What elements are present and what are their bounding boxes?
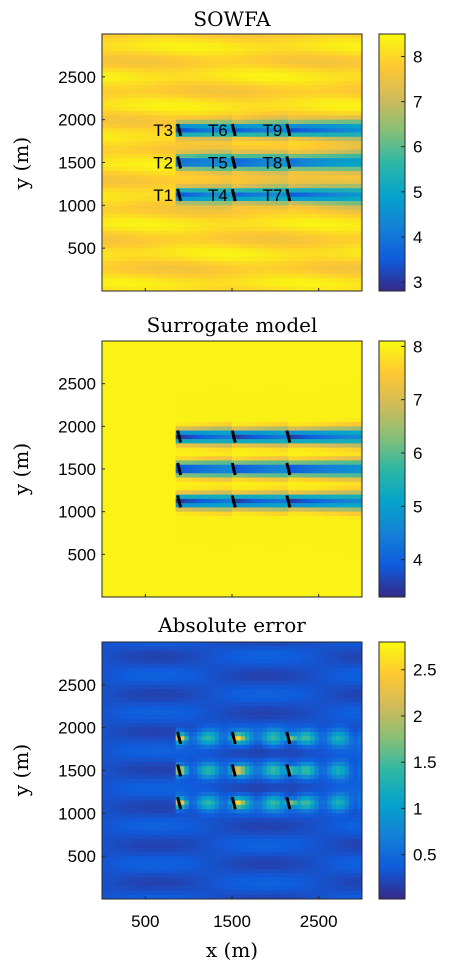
y-axis-label: y (m) (9, 137, 33, 190)
turbine-t3 (176, 430, 183, 443)
y-axis-label: y (m) (9, 443, 33, 496)
turbine-t7 (285, 188, 292, 202)
y-tick-label: 500 (68, 847, 96, 866)
y-axis-label: y (m) (9, 744, 33, 797)
y-tick-label: 1500 (58, 762, 96, 781)
turbine-t3 (176, 123, 183, 137)
y-tick-label: 2500 (58, 375, 96, 394)
y-tick-label: 2500 (58, 68, 96, 87)
turbine-t2 (176, 462, 183, 476)
colorbar-tick-label: 1.5 (413, 753, 437, 772)
turbine-t6 (230, 731, 237, 745)
x-tick-label: 500 (131, 912, 159, 931)
turbine-label: T8 (262, 154, 282, 173)
turbine-label: T4 (208, 186, 228, 205)
panel-absolute-error: Absolute error y (m) 500 1000 1500 2000 2500… (9, 613, 437, 900)
x-axis-label: x (m) (206, 938, 258, 962)
colorbar-tick-label: 7 (413, 93, 422, 112)
colorbar-tick-label: 4 (413, 228, 422, 247)
panel-surrogate: Surrogate model y (m) 500 1000 1500 2000 250… (9, 313, 422, 598)
colorbar-tick-label: 6 (413, 138, 422, 157)
panel-title: Absolute error (157, 613, 306, 637)
panel-title: Surrogate model (147, 313, 318, 337)
turbine-label: T3 (153, 121, 173, 140)
turbine-t5 (230, 462, 237, 476)
turbine-t8 (285, 764, 292, 777)
panel-sowfa: SOWFA y (m) T1 T2 T3 T4 T5 T6 T7 T8 T9 500 1000 150… (9, 7, 422, 292)
turbine-t4 (230, 188, 237, 202)
turbine-label: T6 (208, 121, 228, 140)
turbine-label: T1 (153, 186, 173, 205)
colorbar-tick-label: 5 (413, 183, 422, 202)
turbine-t2 (176, 764, 183, 777)
turbine-t2 (176, 156, 183, 169)
colorbar-tick-label: 3 (413, 273, 422, 292)
colorbar-tick-label: 2 (413, 707, 422, 726)
colorbar (378, 340, 406, 598)
y-tick-label: 1500 (58, 460, 96, 479)
y-tick-label: 2000 (58, 417, 96, 436)
y-tick-label: 2000 (58, 719, 96, 738)
colorbar-tick-label: 0.5 (413, 846, 437, 865)
turbine-t6 (230, 430, 237, 443)
turbine-t9 (285, 430, 292, 443)
colorbar-tick-label: 2.5 (413, 661, 437, 680)
turbine-t7 (285, 495, 292, 508)
colorbar-tick-label: 1 (413, 799, 422, 818)
colorbar-tick-label: 8 (413, 48, 422, 67)
turbine-t1 (176, 188, 183, 202)
panel-title: SOWFA (193, 7, 271, 31)
turbine-t3 (176, 731, 183, 745)
colorbar-tick-label: 6 (413, 444, 422, 463)
turbine-label: T2 (153, 154, 173, 173)
turbine-t9 (285, 731, 292, 745)
turbine-t4 (230, 495, 237, 508)
turbine-t5 (230, 156, 237, 169)
turbine-t1 (176, 495, 183, 508)
heatmap-field (102, 34, 362, 291)
turbine-t5 (230, 764, 237, 777)
colorbar-tick-label: 7 (413, 391, 422, 410)
colorbar-tick-label: 4 (413, 551, 422, 570)
y-tick-label: 500 (68, 239, 96, 258)
y-tick-label: 2500 (58, 676, 96, 695)
turbine-label: T9 (262, 121, 282, 140)
colorbar-tick-label: 8 (413, 337, 422, 356)
colorbar (378, 641, 406, 900)
heatmap-field (102, 642, 362, 899)
colorbar-tick-label: 5 (413, 497, 422, 516)
turbine-t8 (285, 462, 292, 476)
turbine-t9 (285, 123, 292, 137)
x-axis: x (m) 500 1500 2500 (131, 912, 337, 962)
x-tick-label: 2500 (300, 912, 338, 931)
y-tick-label: 500 (68, 545, 96, 564)
turbine-label: T5 (208, 154, 228, 173)
y-tick-label: 2000 (58, 111, 96, 130)
turbine-t6 (230, 123, 237, 137)
colorbar (378, 33, 406, 292)
turbine-t8 (285, 156, 292, 169)
turbine-t1 (176, 796, 183, 810)
y-tick-label: 1000 (58, 804, 96, 823)
x-tick-label: 1500 (213, 912, 251, 931)
y-tick-label: 1000 (58, 503, 96, 522)
turbine-t4 (230, 796, 237, 810)
y-tick-label: 1000 (58, 196, 96, 215)
turbine-label: T7 (262, 186, 282, 205)
turbine-t7 (285, 796, 292, 810)
y-tick-label: 1500 (58, 154, 96, 173)
heatmap-field (102, 341, 362, 597)
